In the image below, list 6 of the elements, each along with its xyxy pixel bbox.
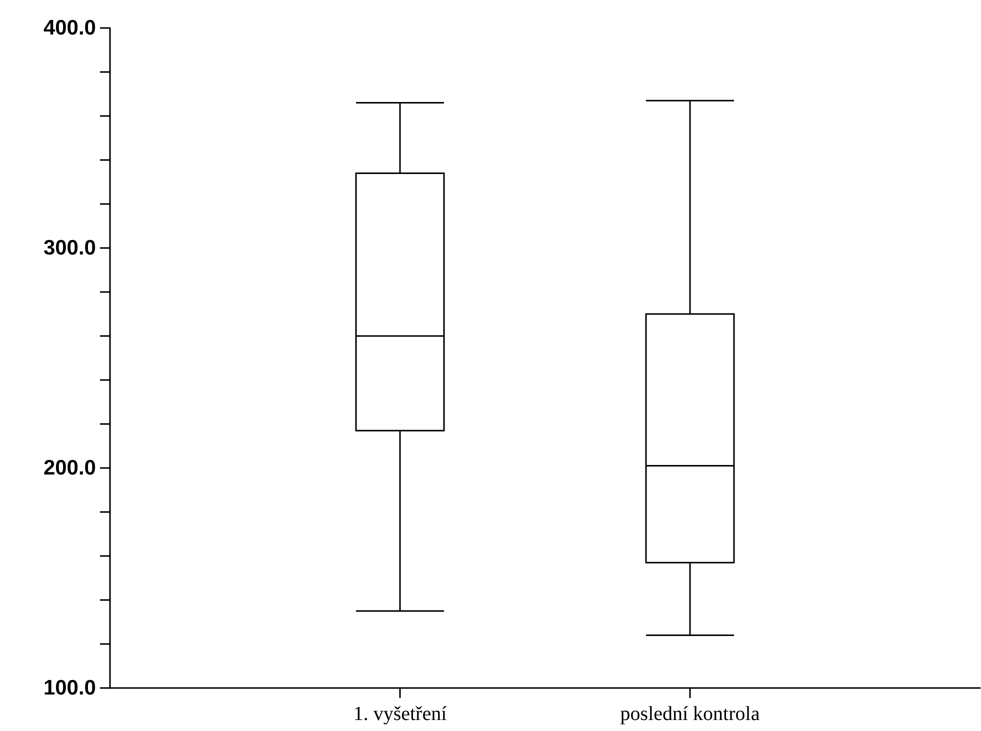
y-tick-label: 400.0 <box>43 16 96 40</box>
x-tick-label: poslední kontrola <box>620 703 760 725</box>
y-tick-label: 300.0 <box>43 236 96 260</box>
x-tick-label: 1. vyšetření <box>353 703 448 725</box>
y-tick-label: 200.0 <box>43 456 96 480</box>
y-tick-label: 100.0 <box>43 676 96 700</box>
